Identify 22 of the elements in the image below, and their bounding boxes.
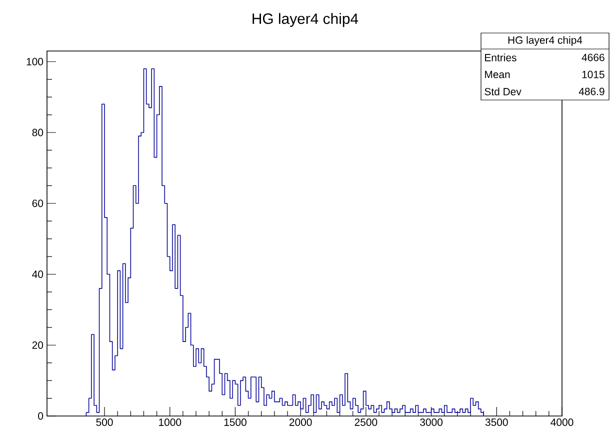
- y-tick-label: 100: [26, 58, 44, 66]
- x-tick-label: 2500: [354, 418, 378, 426]
- x-tick-label: 500: [96, 418, 113, 426]
- x-tick-label: 1000: [159, 418, 182, 426]
- annotation: Std Dev: [484, 88, 522, 96]
- x-tick-label: 2000: [289, 418, 312, 426]
- x-tick-label: 4000: [550, 418, 574, 426]
- text: HG layer4 chip4: [508, 36, 582, 46]
- y-tick-label: 0: [38, 412, 44, 420]
- annotation: Entries: [485, 54, 516, 62]
- chart-title: HG layer4 chip4: [252, 13, 358, 27]
- y-tick-label: 80: [32, 128, 44, 136]
- x-tick-label: 3500: [485, 418, 508, 426]
- annotation: Mean: [485, 70, 510, 78]
- x-tick-label: 3000: [420, 418, 443, 426]
- text: 4666: [582, 54, 604, 62]
- x-tick-label: 1500: [224, 418, 246, 426]
- y-tick-label: 20: [32, 341, 44, 349]
- y-tick-label: 60: [32, 200, 44, 208]
- text: 486.9: [578, 88, 604, 96]
- y-tick-label: 40: [32, 270, 44, 278]
- text: 1015: [582, 70, 604, 78]
